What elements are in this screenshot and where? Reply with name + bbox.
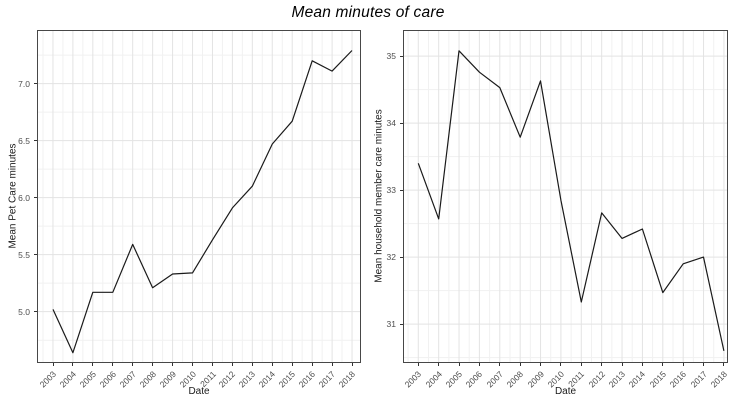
left-panel-plot-area [37, 30, 361, 363]
y-tick-label: 6.0 [18, 192, 30, 203]
x-tick-mark [291, 363, 293, 366]
x-tick-mark [703, 363, 704, 366]
chart-title: Mean minutes of care [291, 4, 445, 21]
x-tick-mark [52, 363, 54, 366]
x-tick-mark [438, 363, 440, 366]
x-tick-mark [560, 363, 562, 366]
data-series-line [417, 50, 725, 352]
right-x-axis-title: Date [554, 386, 577, 397]
x-tick-mark [231, 363, 233, 366]
x-tick-mark [271, 363, 273, 366]
x-tick-mark [458, 363, 460, 366]
x-tick-mark [641, 363, 643, 366]
x-tick-mark [331, 363, 333, 366]
y-tick-mark [34, 83, 37, 85]
y-tick-label: 35 [386, 51, 396, 62]
panel-border [403, 30, 728, 363]
y-tick-mark [400, 189, 403, 191]
x-tick-mark [580, 363, 582, 366]
x-tick-mark [132, 363, 134, 366]
x-tick-mark [172, 363, 174, 366]
x-tick-mark [311, 363, 313, 366]
y-tick-mark [400, 256, 403, 258]
x-tick-mark [478, 363, 480, 366]
y-tick-label: 31 [386, 319, 396, 330]
x-tick-mark [212, 363, 213, 366]
x-tick-mark [601, 363, 603, 366]
y-tick-label: 6.5 [18, 135, 30, 146]
line-chart-canvas [37, 30, 361, 363]
x-tick-mark [662, 363, 664, 366]
x-tick-mark [519, 363, 521, 366]
y-tick-mark [400, 122, 403, 124]
x-tick-mark [499, 363, 501, 366]
x-tick-mark [723, 363, 725, 366]
x-tick-mark [92, 363, 94, 366]
y-tick-label: 34 [386, 118, 396, 129]
right-panel-plot-area [403, 30, 728, 363]
x-tick-mark [192, 363, 193, 366]
data-series-line [52, 50, 353, 354]
y-tick-mark [34, 197, 37, 199]
y-tick-label: 32 [386, 252, 396, 263]
left-x-axis-title: Date [188, 386, 210, 397]
y-tick-label: 33 [386, 185, 396, 196]
y-tick-mark [34, 254, 37, 256]
x-tick-mark [540, 363, 541, 366]
y-tick-mark [400, 55, 403, 57]
x-tick-mark [112, 363, 114, 366]
x-tick-mark [152, 363, 154, 366]
x-tick-mark [682, 363, 684, 366]
y-tick-mark [34, 140, 37, 142]
x-tick-mark [621, 363, 623, 366]
x-tick-mark [351, 363, 353, 366]
line-chart-canvas [403, 30, 728, 363]
y-tick-label: 7.0 [18, 78, 30, 89]
x-tick-mark [72, 363, 74, 366]
panel-border [37, 30, 361, 363]
y-tick-label: 5.5 [18, 249, 30, 260]
y-tick-mark [400, 323, 403, 325]
y-tick-label: 5.0 [18, 306, 30, 317]
x-tick-mark [417, 363, 419, 366]
x-tick-mark [251, 363, 253, 366]
y-tick-mark [34, 311, 37, 313]
